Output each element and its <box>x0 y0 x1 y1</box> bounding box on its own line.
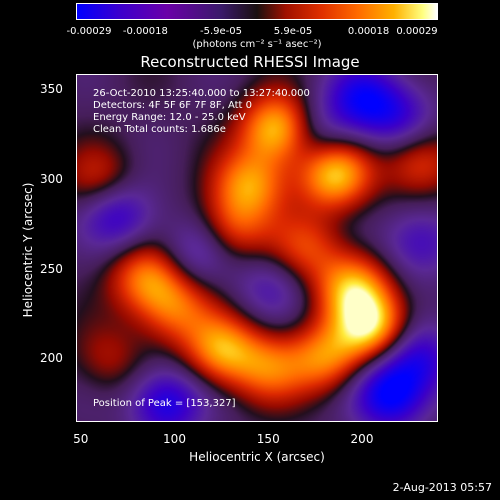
colorbar-tick-label: -0.00029 <box>66 26 112 37</box>
y-axis-label: Heliocentric Y (arcsec) <box>21 182 35 318</box>
colorbar-tick-label: -5.9e-05 <box>200 26 242 37</box>
x-tick-label: 150 <box>256 432 280 446</box>
plot-area <box>76 74 438 422</box>
colorbar-tick-label: 0.00029 <box>396 26 438 37</box>
info-energy-range: Energy Range: 12.0 - 25.0 keV <box>93 112 246 123</box>
x-tick-label: 50 <box>73 432 89 446</box>
colorbar-tick-label: 0.00018 <box>347 26 390 37</box>
info-time-range: 26-Oct-2010 13:25:40.000 to 13:27:40.000 <box>93 88 310 99</box>
y-tick-label: 300 <box>40 171 63 186</box>
colorbar-tick-label: -0.00018 <box>122 26 168 37</box>
info-detectors: Detectors: 4F 5F 6F 7F 8F, Att 0 <box>93 100 253 111</box>
y-tick-label: 350 <box>40 82 63 97</box>
chart-title: Reconstructed RHESSI Image <box>140 53 360 71</box>
footer-timestamp: 2-Aug-2013 05:57 <box>392 481 492 494</box>
y-tick-label: 200 <box>40 351 63 366</box>
info-clean-counts: Clean Total counts: 1.686e <box>93 124 226 135</box>
colorbar-tick-label: 5.9e-05 <box>273 26 313 37</box>
info-peak-position: Position of Peak = [153,327] <box>93 398 236 409</box>
x-axis-label: Heliocentric X (arcsec) <box>189 450 325 464</box>
x-tick-label: 200 <box>350 432 374 446</box>
colorbar <box>76 3 438 20</box>
y-tick-label: 250 <box>40 261 63 276</box>
heatmap-image <box>77 75 437 421</box>
x-tick-label: 100 <box>163 432 186 446</box>
colorbar-unit: (photons cm⁻² s⁻¹ asec⁻²) <box>192 39 322 50</box>
